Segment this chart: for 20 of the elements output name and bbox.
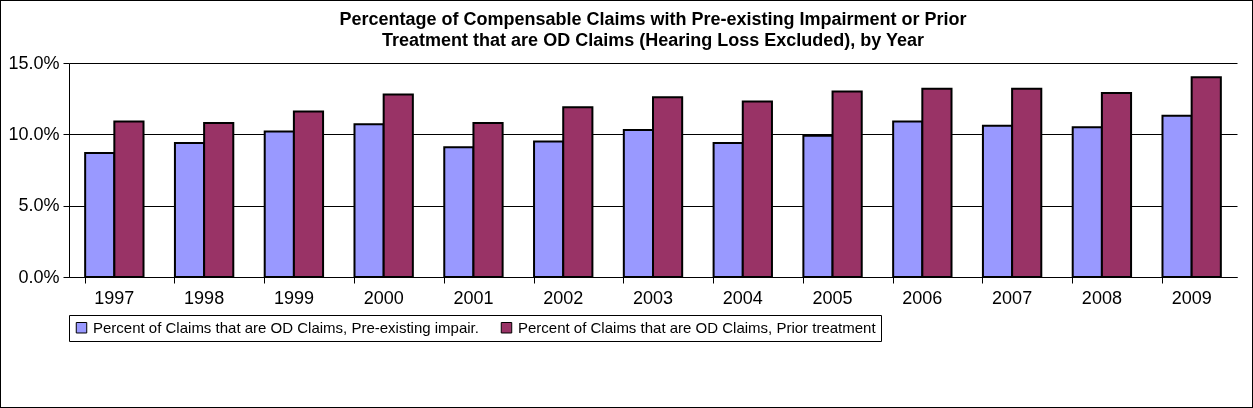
y-tick-label: 5.0% [18, 195, 60, 216]
x-tick-label: 1999 [273, 287, 314, 308]
x-tick-label: 2005 [812, 287, 853, 308]
x-tick-label: 2008 [1081, 287, 1122, 308]
x-tick-label: 2009 [1171, 287, 1212, 308]
y-tick-label: 0.0% [18, 266, 60, 287]
x-tick-label: 2002 [543, 287, 584, 308]
y-tick-label: 10.0% [8, 123, 60, 144]
x-tick-label: 2003 [632, 287, 674, 308]
chart-title: Percentage of Compensable Claims with Pre-existing Impairment or Prior Treatment that are OD Claims (Hearing Loss Excluded), by Year [339, 9, 967, 50]
x-tick-label: 1997 [94, 287, 135, 308]
x-tick-label: 2000 [363, 287, 404, 308]
x-tick-label: 2004 [722, 287, 763, 308]
y-tick-label: 15.0% [8, 52, 60, 73]
x-tick-label: 2001 [453, 287, 494, 308]
x-tick-label: 2006 [902, 287, 943, 308]
x-tick-label: 2007 [992, 287, 1033, 308]
legend-label: Percent of Claims that are OD Claims, Prior treatment [518, 318, 877, 336]
legend-label: Percent of Claims that are OD Claims, Pre-existing impair. [93, 318, 479, 336]
x-tick-label: 1998 [184, 287, 225, 308]
